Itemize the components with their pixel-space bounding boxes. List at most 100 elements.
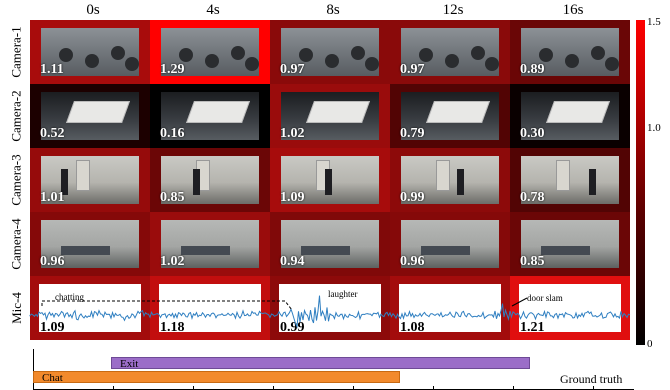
- chair-shape: [419, 48, 433, 62]
- cam2-cell-0: 0.52: [30, 84, 150, 148]
- audio-panel: [159, 284, 261, 332]
- video-frame: [281, 92, 379, 140]
- cam1-cell-2: 0.97: [270, 20, 390, 84]
- video-frame: [521, 220, 619, 268]
- gt-tick: [33, 386, 34, 389]
- score-value: 1.11: [40, 62, 64, 77]
- chair-shape: [445, 54, 459, 68]
- audio-panel: [39, 284, 141, 332]
- mic-cell-4: 1.21: [510, 276, 630, 340]
- score-value: 1.08: [400, 320, 425, 335]
- person-shape: [457, 169, 464, 196]
- score-value: 0.52: [40, 126, 65, 141]
- score-value: 1.21: [520, 320, 545, 335]
- cam2-cell-2: 1.02: [270, 84, 390, 148]
- door-shape: [556, 159, 571, 191]
- video-frame: [161, 220, 259, 268]
- cam3-cell-1: 0.85: [150, 148, 270, 212]
- gt-tick: [193, 386, 194, 389]
- video-frame: [161, 28, 259, 76]
- cam3-cell-0: 1.01: [30, 148, 150, 212]
- annotation-door-slam: door slam: [527, 293, 563, 303]
- time-label-0: 0s: [86, 2, 100, 18]
- mic-cell-0: 1.09: [30, 276, 150, 340]
- chair-shape: [485, 57, 499, 71]
- desk-shape: [60, 246, 110, 256]
- gt-tick: [353, 386, 354, 389]
- mic-cell-3: 1.08: [390, 276, 510, 340]
- score-value: 0.94: [280, 254, 305, 269]
- cam2-cell-3: 0.79: [390, 84, 510, 148]
- score-value: 1.18: [160, 320, 185, 335]
- score-value: 1.09: [40, 320, 65, 335]
- cam3-cell-2: 1.09: [270, 148, 390, 212]
- door-shape: [436, 159, 451, 191]
- chair-shape: [605, 57, 619, 71]
- chair-shape: [111, 46, 125, 60]
- video-frame: [41, 92, 139, 140]
- video-frame: [161, 92, 259, 140]
- chair-shape: [351, 46, 365, 60]
- chair-shape: [59, 48, 73, 62]
- video-frame: [41, 220, 139, 268]
- annotation-chatting: chatting: [55, 292, 84, 302]
- score-value: 0.85: [520, 254, 545, 269]
- chair-shape: [365, 57, 379, 71]
- gt-tick: [273, 386, 274, 389]
- score-value: 0.99: [400, 190, 425, 205]
- cam1-cell-0: 1.11: [30, 20, 150, 84]
- chair-shape: [539, 48, 553, 62]
- video-frame: [401, 28, 499, 76]
- video-frame: [41, 156, 139, 204]
- colorbar-tick-min: 0: [647, 338, 653, 350]
- chair-shape: [179, 48, 193, 62]
- video-frame: [401, 156, 499, 204]
- score-value: 1.02: [280, 126, 305, 141]
- score-value: 0.79: [400, 126, 425, 141]
- chair-shape: [245, 57, 259, 71]
- gt-tick: [593, 386, 594, 389]
- score-value: 0.96: [400, 254, 425, 269]
- cam1-cell-1: 1.29: [150, 20, 270, 84]
- score-value: 0.89: [520, 62, 545, 77]
- time-label-1: 4s: [206, 2, 220, 18]
- audio-panel: [399, 284, 501, 332]
- score-value: 0.99: [280, 320, 305, 335]
- colorbar-tick-max: 1.5: [647, 16, 661, 28]
- video-frame: [401, 220, 499, 268]
- score-value: 0.78: [520, 190, 545, 205]
- chair-shape: [299, 48, 313, 62]
- cam1-cell-4: 0.89: [510, 20, 630, 84]
- score-value: 1.01: [40, 190, 65, 205]
- person-shape: [325, 169, 332, 196]
- video-frame: [161, 156, 259, 204]
- colorbar: [636, 20, 645, 345]
- chair-shape: [85, 54, 99, 68]
- audio-panel: [519, 284, 621, 332]
- desk-shape: [420, 246, 470, 256]
- desk-shape: [180, 246, 230, 256]
- chair-shape: [231, 46, 245, 60]
- gt-tick: [433, 386, 434, 389]
- desk-shape: [540, 246, 590, 256]
- ground-truth-label: Ground truth: [560, 372, 623, 386]
- chair-shape: [471, 46, 485, 60]
- colorbar-tick-mid: 1.0: [647, 122, 661, 134]
- mic-cell-1: 1.18: [150, 276, 270, 340]
- video-frame: [401, 92, 499, 140]
- person-shape: [61, 169, 68, 196]
- video-frame: [521, 156, 619, 204]
- score-value: 0.97: [280, 62, 305, 77]
- score-value: 0.85: [160, 190, 185, 205]
- video-frame: [281, 156, 379, 204]
- cam4-cell-4: 0.85: [510, 212, 630, 276]
- cam4-cell-3: 0.96: [390, 212, 510, 276]
- person-shape: [193, 169, 200, 196]
- desk-shape: [300, 246, 350, 256]
- cam4-cell-0: 0.96: [30, 212, 150, 276]
- cam4-cell-1: 1.02: [150, 212, 270, 276]
- door-slam-pointer: [511, 297, 528, 307]
- time-label-2: 8s: [326, 2, 340, 18]
- chair-shape: [591, 46, 605, 60]
